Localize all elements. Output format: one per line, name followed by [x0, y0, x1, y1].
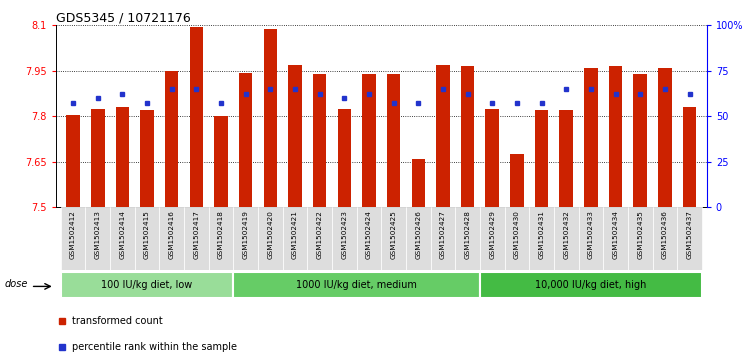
Bar — [431, 207, 455, 270]
Text: GSM1502413: GSM1502413 — [94, 210, 100, 259]
Bar — [652, 207, 677, 270]
Bar — [658, 68, 672, 207]
Bar — [159, 207, 184, 270]
Text: GSM1502428: GSM1502428 — [464, 210, 471, 259]
Bar — [504, 207, 529, 270]
Bar — [356, 207, 382, 270]
Bar — [461, 66, 475, 207]
Bar — [535, 110, 548, 207]
Text: percentile rank within the sample: percentile rank within the sample — [72, 342, 237, 352]
Text: GSM1502436: GSM1502436 — [662, 210, 668, 259]
Bar — [486, 109, 499, 207]
Text: GSM1502422: GSM1502422 — [317, 210, 323, 259]
Text: GSM1502434: GSM1502434 — [612, 210, 618, 259]
Bar — [436, 65, 449, 207]
Text: GSM1502423: GSM1502423 — [341, 210, 347, 259]
Bar — [184, 207, 208, 270]
Bar — [683, 107, 696, 207]
Bar — [579, 207, 603, 270]
Text: GSM1502417: GSM1502417 — [193, 210, 199, 259]
Text: GSM1502430: GSM1502430 — [514, 210, 520, 259]
Bar — [603, 207, 628, 270]
Bar — [263, 29, 277, 207]
Bar — [165, 71, 179, 207]
Bar — [66, 115, 80, 207]
Bar — [584, 68, 597, 207]
Text: GSM1502431: GSM1502431 — [539, 210, 545, 259]
Text: 100 IU/kg diet, low: 100 IU/kg diet, low — [101, 280, 193, 290]
Bar — [609, 66, 622, 207]
Bar — [61, 207, 86, 270]
Bar — [480, 207, 504, 270]
Bar — [411, 159, 425, 207]
Text: GSM1502435: GSM1502435 — [637, 210, 644, 259]
Bar — [510, 154, 524, 207]
Bar — [387, 74, 400, 207]
Text: transformed count: transformed count — [72, 316, 163, 326]
Text: GSM1502419: GSM1502419 — [243, 210, 248, 259]
Bar — [239, 73, 252, 207]
Bar — [362, 74, 376, 207]
Bar — [406, 207, 431, 270]
Bar — [110, 207, 135, 270]
Bar — [135, 207, 159, 270]
Bar — [332, 207, 356, 270]
Text: GSM1502421: GSM1502421 — [292, 210, 298, 259]
Text: GSM1502415: GSM1502415 — [144, 210, 150, 259]
Bar — [208, 207, 234, 270]
Bar — [258, 207, 283, 270]
Text: 1000 IU/kg diet, medium: 1000 IU/kg diet, medium — [296, 280, 417, 290]
Text: GSM1502427: GSM1502427 — [440, 210, 446, 259]
Text: 10,000 IU/kg diet, high: 10,000 IU/kg diet, high — [535, 280, 647, 290]
Text: GSM1502425: GSM1502425 — [391, 210, 397, 259]
Bar — [115, 107, 129, 207]
Bar — [633, 74, 647, 207]
Text: GSM1502429: GSM1502429 — [490, 210, 496, 259]
Bar — [455, 207, 480, 270]
Bar — [677, 207, 702, 270]
Bar — [141, 110, 154, 207]
Bar — [86, 207, 110, 270]
Bar — [628, 207, 652, 270]
Bar — [480, 272, 702, 298]
Bar — [338, 109, 351, 207]
Bar — [214, 116, 228, 207]
Text: GSM1502433: GSM1502433 — [588, 210, 594, 259]
Text: GSM1502414: GSM1502414 — [119, 210, 126, 259]
Bar — [382, 207, 406, 270]
Text: GSM1502432: GSM1502432 — [563, 210, 569, 259]
Bar — [554, 207, 579, 270]
Bar — [283, 207, 307, 270]
Text: GSM1502437: GSM1502437 — [687, 210, 693, 259]
Text: dose: dose — [4, 278, 28, 289]
Text: GSM1502416: GSM1502416 — [169, 210, 175, 259]
Bar — [559, 110, 573, 207]
Bar — [288, 65, 302, 207]
Text: GSM1502420: GSM1502420 — [267, 210, 273, 259]
Bar — [61, 272, 234, 298]
Text: GSM1502426: GSM1502426 — [415, 210, 421, 259]
Text: GSM1502418: GSM1502418 — [218, 210, 224, 259]
Text: GSM1502412: GSM1502412 — [70, 210, 76, 259]
Bar — [234, 272, 480, 298]
Text: GDS5345 / 10721176: GDS5345 / 10721176 — [56, 11, 190, 24]
Bar — [234, 207, 258, 270]
Bar — [529, 207, 554, 270]
Bar — [190, 27, 203, 207]
Bar — [91, 109, 104, 207]
Bar — [313, 74, 327, 207]
Bar — [307, 207, 332, 270]
Text: GSM1502424: GSM1502424 — [366, 210, 372, 259]
